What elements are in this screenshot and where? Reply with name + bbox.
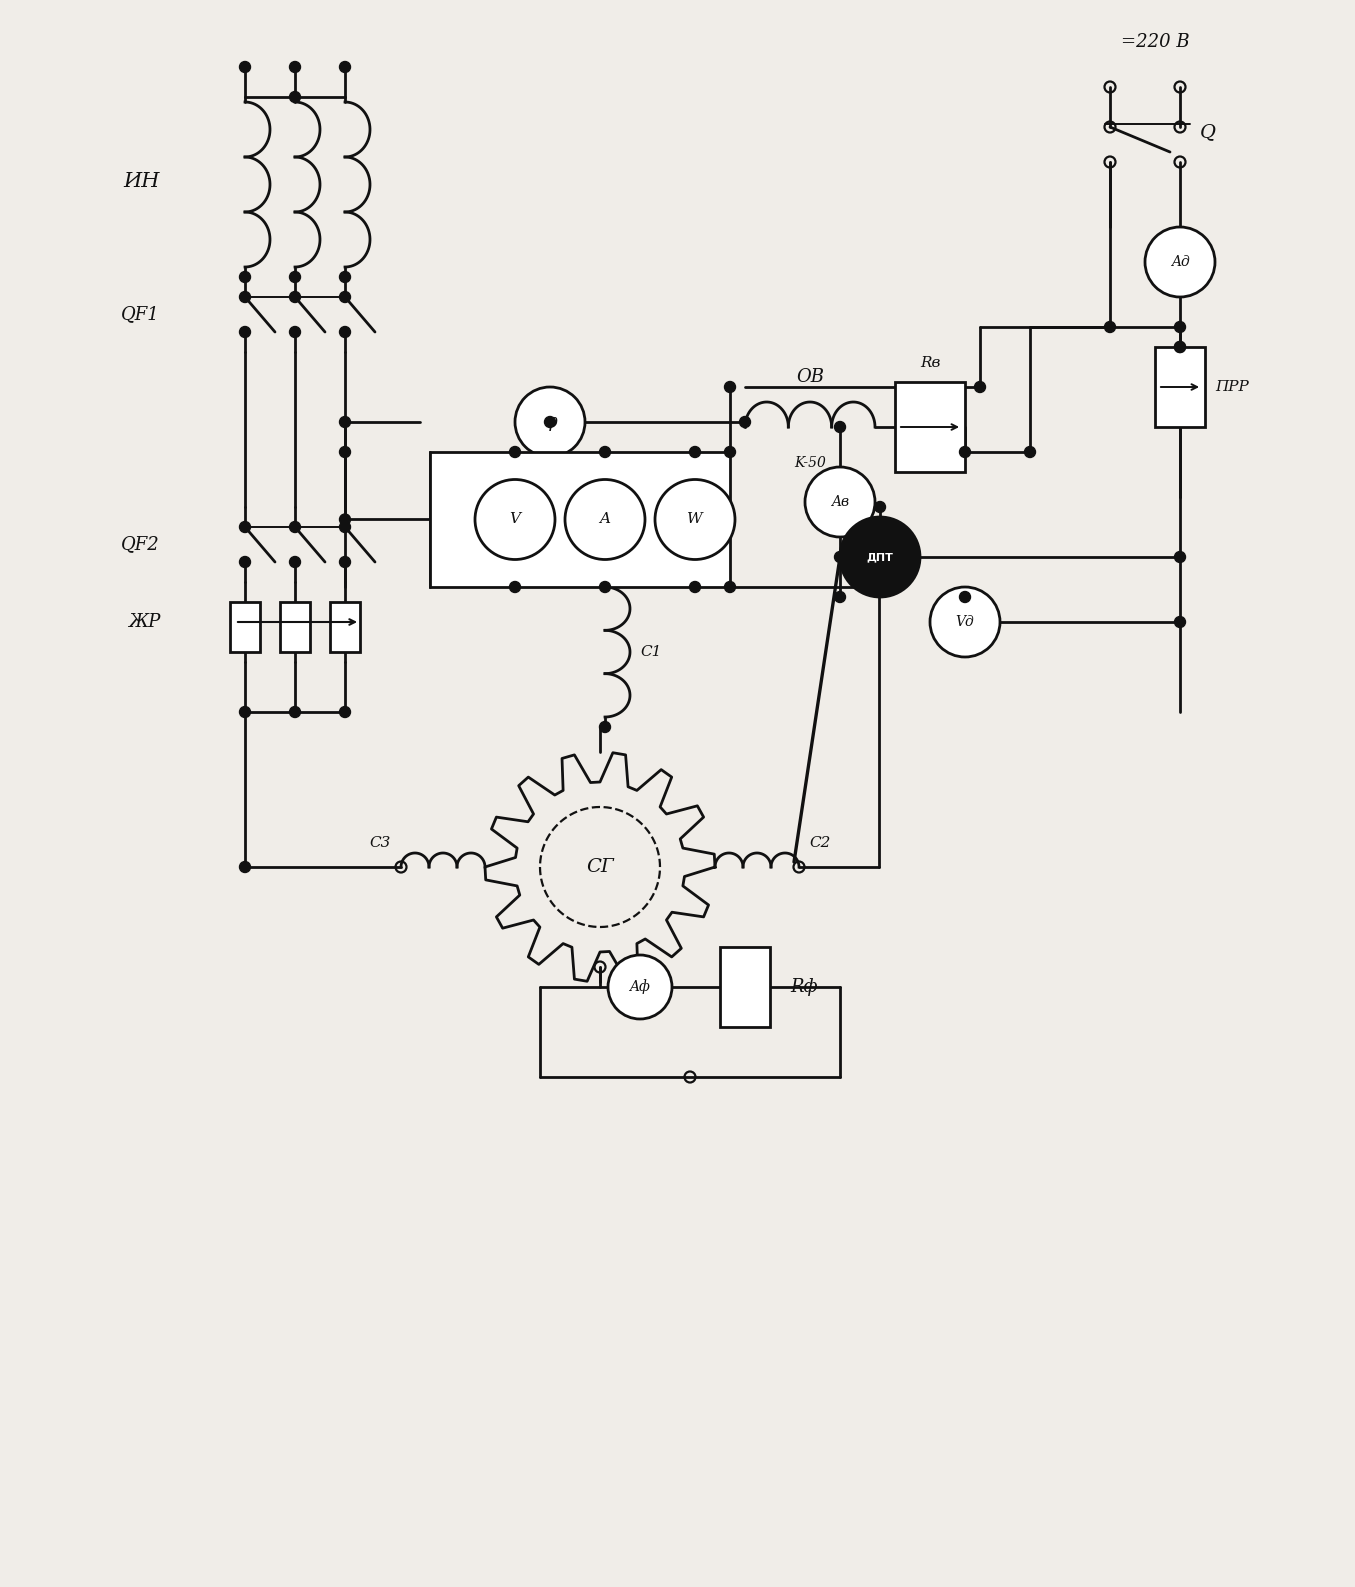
Circle shape — [240, 557, 251, 568]
Text: Aв: Aв — [831, 495, 850, 509]
Circle shape — [240, 271, 251, 282]
Circle shape — [654, 479, 734, 560]
Text: ИН: ИН — [123, 173, 160, 192]
Circle shape — [974, 381, 985, 392]
Circle shape — [1024, 446, 1035, 457]
Circle shape — [240, 862, 251, 873]
Circle shape — [835, 422, 846, 433]
Text: K-50: K-50 — [794, 455, 827, 470]
Text: W: W — [687, 513, 703, 527]
Circle shape — [290, 706, 301, 717]
Circle shape — [290, 327, 301, 338]
Bar — [720, 947, 770, 1027]
Text: C3: C3 — [370, 836, 392, 851]
Circle shape — [1175, 552, 1186, 562]
Text: Q: Q — [1201, 124, 1215, 141]
Circle shape — [476, 479, 556, 560]
Text: OB: OB — [795, 368, 824, 386]
Circle shape — [515, 387, 585, 457]
Circle shape — [959, 592, 970, 603]
Circle shape — [290, 522, 301, 533]
Circle shape — [240, 62, 251, 73]
Text: A: A — [599, 513, 611, 527]
Circle shape — [240, 706, 251, 717]
Circle shape — [805, 467, 875, 536]
Circle shape — [290, 557, 301, 568]
Circle shape — [340, 271, 351, 282]
Circle shape — [545, 416, 556, 427]
Text: Aф: Aф — [630, 979, 650, 995]
Circle shape — [690, 446, 701, 457]
Circle shape — [1175, 341, 1186, 352]
Circle shape — [599, 446, 611, 457]
Circle shape — [509, 446, 520, 457]
Circle shape — [290, 92, 301, 103]
Circle shape — [599, 581, 611, 592]
Text: =220 В: =220 В — [1121, 33, 1190, 51]
Text: φ: φ — [543, 413, 557, 432]
Bar — [430, 452, 730, 587]
Circle shape — [930, 587, 1000, 657]
Circle shape — [340, 557, 351, 568]
Text: Rв: Rв — [920, 355, 940, 370]
Text: QF1: QF1 — [121, 306, 160, 324]
Circle shape — [509, 581, 520, 592]
Text: ЖР: ЖР — [127, 613, 160, 632]
Circle shape — [340, 706, 351, 717]
Circle shape — [874, 501, 886, 513]
Bar — [896, 382, 965, 471]
Circle shape — [340, 446, 351, 457]
Bar — [280, 601, 310, 652]
Text: Vд: Vд — [955, 616, 974, 628]
Text: C1: C1 — [640, 644, 661, 659]
Circle shape — [1145, 227, 1215, 297]
Circle shape — [1175, 341, 1186, 352]
Bar — [230, 601, 260, 652]
Text: ПРР: ПРР — [1215, 379, 1249, 394]
Circle shape — [740, 416, 751, 427]
Circle shape — [290, 292, 301, 303]
Text: QF2: QF2 — [121, 535, 160, 554]
Circle shape — [1175, 616, 1186, 627]
Text: C2: C2 — [809, 836, 831, 851]
Circle shape — [340, 522, 351, 533]
Bar — [331, 601, 360, 652]
Circle shape — [599, 722, 611, 733]
Circle shape — [690, 581, 701, 592]
Circle shape — [840, 517, 920, 597]
Circle shape — [290, 62, 301, 73]
Circle shape — [565, 479, 645, 560]
Text: V: V — [509, 513, 520, 527]
Circle shape — [340, 514, 351, 525]
Circle shape — [835, 552, 846, 562]
Text: СГ: СГ — [587, 859, 614, 876]
Circle shape — [835, 592, 846, 603]
Text: ДПТ: ДПТ — [867, 552, 893, 562]
Circle shape — [340, 416, 351, 427]
Circle shape — [725, 581, 736, 592]
Circle shape — [1175, 322, 1186, 333]
Circle shape — [340, 62, 351, 73]
Circle shape — [1104, 322, 1115, 333]
Circle shape — [240, 292, 251, 303]
Text: Aд: Aд — [1171, 256, 1190, 270]
Circle shape — [959, 446, 970, 457]
Circle shape — [340, 327, 351, 338]
Circle shape — [240, 327, 251, 338]
Circle shape — [725, 381, 736, 392]
Circle shape — [608, 955, 672, 1019]
Bar — [1154, 348, 1205, 427]
Circle shape — [340, 292, 351, 303]
Text: Rф: Rф — [790, 978, 817, 997]
Circle shape — [240, 522, 251, 533]
Circle shape — [290, 271, 301, 282]
Circle shape — [725, 446, 736, 457]
